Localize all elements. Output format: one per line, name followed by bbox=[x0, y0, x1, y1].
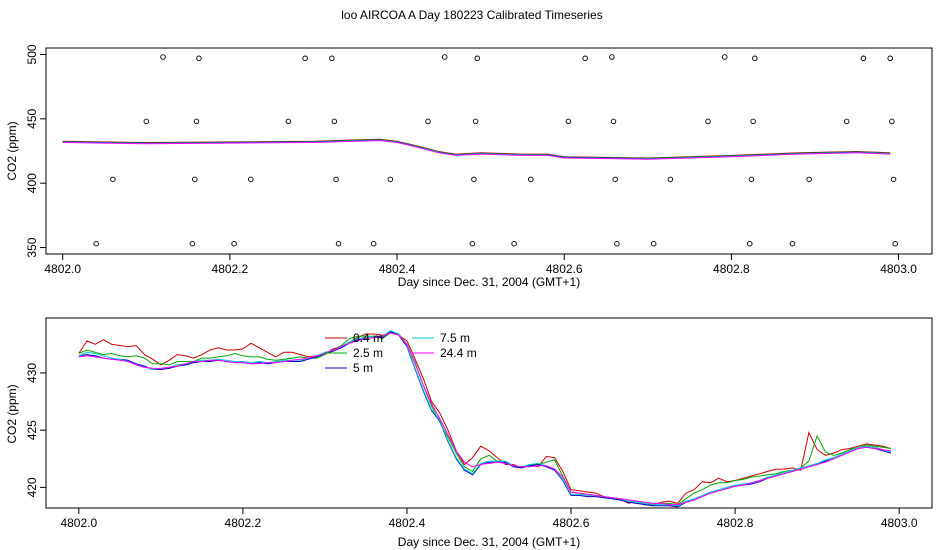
calibration-point bbox=[892, 240, 898, 247]
calibration-point bbox=[143, 118, 150, 125]
legend-label: 0.4 m bbox=[353, 331, 383, 345]
calibration-point bbox=[650, 240, 657, 247]
calibration-point bbox=[752, 55, 758, 62]
top-calibration-points bbox=[93, 54, 898, 247]
calibration-point bbox=[387, 176, 394, 183]
top-x-tick-label: 4802.0 bbox=[44, 262, 81, 276]
calibration-point bbox=[331, 118, 338, 125]
calibration-point bbox=[285, 118, 292, 125]
bottom-series-lines bbox=[78, 330, 892, 508]
calibration-point bbox=[93, 240, 99, 247]
legend-label: 2.5 m bbox=[353, 346, 383, 360]
bottom-x-tick-label: 4802.4 bbox=[389, 516, 426, 530]
legend-label: 5 m bbox=[353, 361, 373, 375]
calibration-point bbox=[860, 55, 867, 62]
top-y-tick-label: 450 bbox=[25, 108, 39, 128]
top-x-tick-label: 4802.8 bbox=[713, 262, 750, 276]
series-line bbox=[78, 332, 892, 506]
calibration-point bbox=[609, 54, 615, 60]
calibration-point bbox=[721, 54, 728, 60]
calibration-point bbox=[441, 54, 448, 60]
calibration-point bbox=[889, 118, 895, 125]
calibration-point bbox=[748, 176, 755, 183]
top-x-tick-label: 4803.0 bbox=[880, 262, 917, 276]
legend-label: 7.5 m bbox=[440, 331, 470, 345]
calibration-point bbox=[582, 55, 588, 62]
series-line bbox=[78, 331, 892, 508]
top-x-axis-label: Day since Dec. 31, 2004 (GMT+1) bbox=[398, 275, 580, 289]
calibration-point bbox=[471, 176, 477, 183]
bottom-x-tick-label: 4803.0 bbox=[881, 516, 918, 530]
calibration-point bbox=[610, 118, 617, 125]
calibration-point bbox=[196, 55, 202, 62]
top-series-line bbox=[62, 140, 891, 160]
top-panel: 4802.0 4802.2 4802.4 4802.6 4802.8 4803.0 350… bbox=[5, 44, 933, 289]
calibration-point bbox=[705, 118, 711, 125]
calibration-point bbox=[193, 118, 200, 125]
calibration-point bbox=[667, 176, 674, 183]
calibration-point bbox=[843, 118, 850, 125]
calibration-point bbox=[565, 118, 572, 125]
series-line bbox=[78, 332, 892, 506]
calibration-point bbox=[528, 176, 534, 183]
top-x-tick-label: 4802.6 bbox=[546, 262, 583, 276]
calibration-point bbox=[472, 118, 479, 125]
calibration-point bbox=[160, 54, 166, 60]
bottom-plot-frame bbox=[45, 317, 933, 509]
bottom-y-axis-label: CO2 (ppm) bbox=[5, 384, 19, 443]
top-y-axis: 350 400 450 500 bbox=[25, 44, 46, 258]
calibration-point bbox=[750, 118, 756, 125]
bottom-y-tick-label: 425 bbox=[25, 420, 39, 440]
calibration-point bbox=[189, 240, 196, 247]
calibration-point bbox=[192, 176, 198, 183]
calibration-point bbox=[335, 240, 342, 247]
calibration-point bbox=[231, 240, 237, 247]
top-y-axis-label: CO2 (ppm) bbox=[5, 121, 19, 180]
calibration-point bbox=[302, 55, 308, 62]
calibration-point bbox=[248, 176, 254, 183]
top-plot-frame bbox=[45, 47, 933, 255]
calibration-point bbox=[890, 176, 897, 183]
calibration-point bbox=[474, 55, 481, 62]
top-x-axis: 4802.0 4802.2 4802.4 4802.6 4802.8 4803.0 bbox=[44, 254, 917, 276]
top-series-lines bbox=[62, 138, 891, 160]
bottom-x-tick-label: 4802.6 bbox=[553, 516, 590, 530]
calibration-point bbox=[511, 240, 517, 247]
calibration-point bbox=[612, 176, 618, 183]
calibration-point bbox=[370, 240, 377, 247]
calibration-point bbox=[425, 118, 431, 125]
series-line bbox=[78, 332, 892, 506]
bottom-y-axis: 420 425 430 bbox=[25, 363, 46, 497]
calibration-point bbox=[110, 176, 116, 183]
top-x-tick-label: 4802.4 bbox=[379, 262, 416, 276]
bottom-x-tick-label: 4802.8 bbox=[717, 516, 754, 530]
bottom-y-tick-label: 430 bbox=[25, 363, 39, 383]
bottom-x-tick-label: 4802.2 bbox=[225, 516, 262, 530]
calibration-point bbox=[469, 240, 476, 247]
calibration-point bbox=[333, 176, 339, 183]
calibration-point bbox=[887, 55, 893, 62]
series-line bbox=[78, 330, 892, 507]
calibration-point bbox=[806, 176, 812, 183]
bottom-panel: 4802.0 4802.2 4802.4 4802.6 4802.8 4803.0 420… bbox=[5, 317, 933, 549]
top-x-tick-label: 4802.2 bbox=[212, 262, 249, 276]
calibration-point bbox=[614, 240, 620, 247]
calibration-point bbox=[329, 55, 335, 62]
bottom-x-axis-label: Day since Dec. 31, 2004 (GMT+1) bbox=[398, 535, 580, 549]
top-y-tick-label: 400 bbox=[25, 173, 39, 193]
calibration-point bbox=[747, 240, 753, 247]
bottom-x-tick-label: 4802.0 bbox=[60, 516, 97, 530]
bottom-x-axis: 4802.0 4802.2 4802.4 4802.6 4802.8 4803.0 bbox=[60, 508, 918, 530]
chart-title: loo AIRCOA A Day 180223 Calibrated Times… bbox=[341, 8, 602, 22]
legend-label: 24.4 m bbox=[440, 346, 477, 360]
top-y-tick-label: 350 bbox=[25, 237, 39, 257]
top-y-tick-label: 500 bbox=[25, 44, 39, 64]
legend: 0.4 m2.5 m5 m 7.5 m24.4 m bbox=[325, 331, 477, 375]
bottom-y-tick-label: 420 bbox=[25, 477, 39, 497]
calibration-point bbox=[789, 240, 796, 247]
